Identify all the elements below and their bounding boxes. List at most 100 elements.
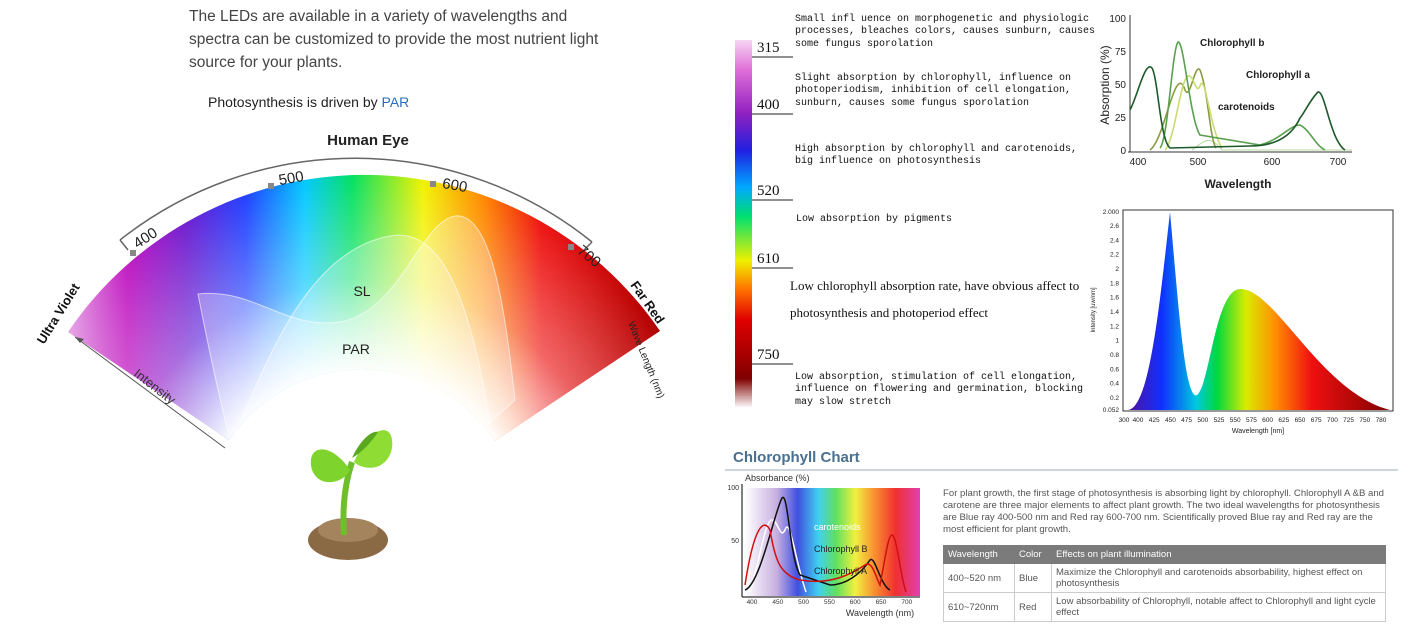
sl-region xyxy=(231,234,493,439)
tick-label: 450 xyxy=(1165,417,1176,424)
wavelength-label: 600 xyxy=(441,175,469,196)
human-eye-label: Human Eye xyxy=(327,132,409,149)
wavelength-bar xyxy=(735,40,752,408)
tick-label: 50 xyxy=(1115,80,1127,91)
cell: Blue xyxy=(1014,563,1052,593)
band-description: Slight absorption by chlorophyll, influe… xyxy=(795,73,1072,109)
y-axis-label: Absorbance (%) xyxy=(745,473,810,483)
chlorophyll-a-curve xyxy=(1129,66,1346,151)
curve-label: Chlorophyll A xyxy=(814,566,867,576)
tick-label: 700 xyxy=(1330,157,1347,168)
x-axis-label: Wavelength [nm] xyxy=(1232,428,1284,435)
tick-label: 300 xyxy=(1119,417,1130,424)
curve-label: Chlorophyll b xyxy=(1200,38,1264,49)
caption-link[interactable]: PAR xyxy=(381,94,410,110)
cell: 400~520 nm xyxy=(943,563,1015,593)
tick-label: 1.8 xyxy=(1110,280,1119,287)
curve-label: carotenoids xyxy=(1218,102,1275,113)
header-cell: Color xyxy=(1014,545,1052,564)
tick-label: 0.6 xyxy=(1110,366,1119,373)
tick-label: 725 xyxy=(1343,417,1354,424)
tick-label: 0.2 xyxy=(1110,395,1119,402)
tick-label: 1.6 xyxy=(1110,295,1119,302)
tick-label: 50 xyxy=(731,538,739,545)
cell: Red xyxy=(1014,592,1052,622)
tick-label: 0.052 xyxy=(1103,407,1120,414)
chlorophyll-a-curve xyxy=(744,524,907,593)
tick-label: 0 xyxy=(1120,146,1126,157)
carotenoids-curve xyxy=(1164,75,1223,151)
cell: Low absorbability of Chlorophyll, notabl… xyxy=(1051,592,1386,622)
intensity-arrow xyxy=(74,336,226,449)
intensity-chart: Intensity [uw/nm] Wavelength [nm] xyxy=(1091,209,1394,435)
spectrum-background xyxy=(745,488,920,596)
curve xyxy=(1149,68,1217,151)
tick-label: 500 xyxy=(798,599,809,606)
tick-label: 75 xyxy=(1115,47,1127,58)
tick-label: 450 xyxy=(772,599,783,606)
band-mark: 315 xyxy=(757,40,780,56)
par-region xyxy=(197,215,516,441)
tick-label: 780 xyxy=(1376,417,1387,424)
tick-label: 2.4 xyxy=(1110,237,1119,244)
arrow-head xyxy=(75,337,84,343)
tick-label: 100 xyxy=(727,485,739,492)
tick-label: 475 xyxy=(1181,417,1192,424)
tick-label: 2.000 xyxy=(1103,209,1120,216)
par-label: PAR xyxy=(342,341,370,357)
band-mark: 610 xyxy=(757,251,780,267)
y-axis-label: Absorption (%) xyxy=(1098,45,1112,124)
tick-label: 2.2 xyxy=(1110,252,1119,259)
caption: Photosynthesis is driven by PAR xyxy=(208,94,409,110)
tick xyxy=(568,244,574,250)
human-eye-bracket xyxy=(119,157,593,243)
tick-label: 550 xyxy=(1230,417,1241,424)
header-cell: Wavelength xyxy=(943,545,1015,564)
band-description: Low chlorophyll absorption rate, have ob… xyxy=(790,278,1080,320)
band-mark: 750 xyxy=(757,347,780,363)
tick xyxy=(268,183,274,189)
tick-label: 550 xyxy=(824,599,835,606)
tick-label: 575 xyxy=(1246,417,1257,424)
section-title: Chlorophyll Chart xyxy=(733,449,860,466)
carotenoids-curve xyxy=(749,519,807,593)
effects-table: Wavelength Color Effects on plant illumina… xyxy=(943,545,1386,622)
tick-label: 675 xyxy=(1311,417,1322,424)
bracket-ends xyxy=(119,239,593,252)
tick-label: 25 xyxy=(1115,113,1127,124)
y-axis-label: Intensity [uw/nm] xyxy=(1091,287,1097,332)
fan-diagram: Human Eye 400 500 600 700 Ultra Violet F… xyxy=(34,132,668,449)
tick-label: 1 xyxy=(1115,338,1119,345)
band-description: Small infl uence on morphogenetic and ph… xyxy=(795,14,1096,50)
tick-label: 600 xyxy=(850,599,861,606)
curve-label: Chlorophyll B xyxy=(814,544,868,554)
band-mark: 400 xyxy=(757,97,780,113)
tick-label: 600 xyxy=(1262,417,1273,424)
band-description: Low absorption by pigments xyxy=(796,214,953,225)
wavelength-label: 500 xyxy=(277,168,305,189)
chlorophyll-text: For plant growth, the first stage of pho… xyxy=(943,488,1385,535)
x-axis-label: Wavelength (nm) xyxy=(846,608,914,618)
tick-label: 1.2 xyxy=(1110,323,1119,330)
row: 400~520 nm Blue Maximize the Chlorophyll a… xyxy=(943,563,1386,593)
header-cell: Effects on plant illumination xyxy=(1051,545,1386,564)
tick-label: 400 xyxy=(1133,417,1144,424)
cell: 610~720nm xyxy=(943,592,1015,622)
tick-label: 650 xyxy=(1295,417,1306,424)
tick-label: 700 xyxy=(1327,417,1338,424)
absorption-chart: Absorption (%) Wavelength Chlorophyll b … xyxy=(1098,15,1352,191)
curve xyxy=(1191,140,1352,151)
tick-label: 500 xyxy=(1190,157,1207,168)
tick xyxy=(430,181,436,187)
tick-label: 2 xyxy=(1115,266,1119,273)
band-mark: 520 xyxy=(757,183,780,199)
curve-label: carotenoids xyxy=(814,522,861,532)
plant xyxy=(308,430,393,560)
tick-label: 425 xyxy=(1149,417,1160,424)
row: 610~720nm Red Low absorbability of Chlorop… xyxy=(943,592,1386,622)
tick-label: 500 xyxy=(1197,417,1208,424)
tick-label: 600 xyxy=(1264,157,1281,168)
band-description: Low absorption, stimulation of cell elon… xyxy=(795,372,1084,408)
